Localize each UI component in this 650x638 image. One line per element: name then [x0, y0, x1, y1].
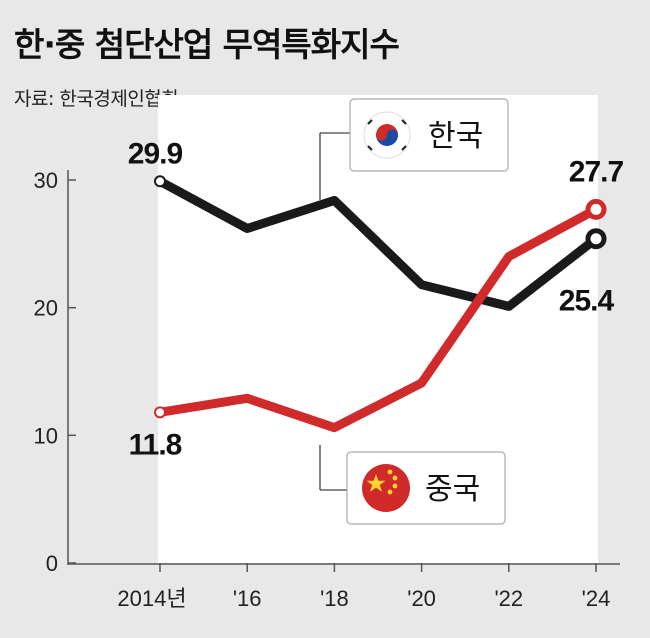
data-label-china-5: 27.7	[569, 155, 624, 188]
legend-china-label: 중국	[425, 472, 480, 507]
data-label-korea-5: 25.4	[559, 285, 615, 318]
y-tick-label: 30	[34, 168, 58, 193]
x-tick-label: 2014년	[117, 586, 186, 611]
data-label-china-0: 11.8	[129, 428, 182, 461]
point-china-start	[154, 406, 166, 419]
legend-korea-label: 한국	[428, 119, 483, 154]
point-china-end	[585, 198, 607, 220]
x-ticks: 2014년 '16 '18 '20 '22 '24	[117, 563, 610, 611]
x-tick-label: '24	[582, 586, 611, 611]
x-tick-label: '18	[320, 586, 349, 611]
y-tick-label: 20	[34, 296, 58, 321]
series-line-korea	[155, 176, 601, 311]
point-korea-end	[585, 228, 607, 250]
data-label-korea-0: 29.9	[128, 137, 183, 170]
source-note: 자료: 한국경제인협회	[14, 88, 179, 110]
data-labels: 29.9 25.4 11.8 27.7	[128, 137, 625, 461]
series-line-china	[155, 204, 601, 433]
y-ticks: 0 10 20 30	[34, 168, 76, 576]
end-points	[154, 175, 607, 419]
x-tick-label: '16	[233, 586, 262, 611]
x-tick-label: '22	[494, 586, 523, 611]
china-flag-icon	[362, 464, 410, 512]
legend-china: 중국	[346, 451, 506, 525]
legend-korea: 한국	[349, 98, 509, 172]
korea-flag-icon	[363, 111, 411, 159]
x-tick-label: '20	[407, 586, 436, 611]
y-tick-label: 10	[34, 423, 58, 448]
y-tick-label: 0	[46, 551, 58, 576]
chart-title: 한·중 첨단산업 무역특화지수	[14, 25, 400, 64]
point-korea-start	[154, 175, 166, 188]
